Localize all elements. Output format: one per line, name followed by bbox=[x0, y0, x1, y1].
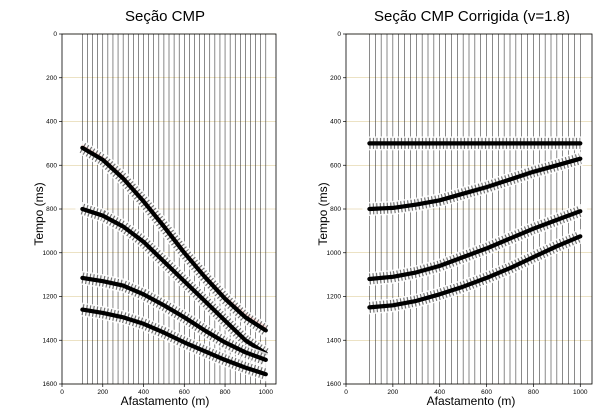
x-tick-label: 200 bbox=[387, 389, 398, 396]
y-tick-label: 1200 bbox=[327, 294, 342, 301]
x-tick-label: 600 bbox=[481, 389, 492, 396]
y-tick-label: 400 bbox=[330, 119, 341, 126]
y-tick-label: 600 bbox=[330, 162, 341, 169]
panel-cmp-events bbox=[75, 140, 273, 382]
y-tick-label: 1200 bbox=[43, 294, 58, 301]
panel-cmp-xlabel: Afastamento (m) bbox=[121, 394, 210, 408]
y-tick-label: 0 bbox=[337, 31, 341, 38]
event-curve bbox=[367, 156, 583, 212]
y-tick-label: 400 bbox=[46, 119, 57, 126]
event-curve bbox=[367, 234, 583, 310]
y-tick-label: 800 bbox=[46, 206, 57, 213]
event-curve bbox=[80, 206, 268, 356]
event-curve bbox=[367, 209, 583, 282]
panel-nmo: Seção CMP Corrigida (v=1.8) Afastamento … bbox=[316, 8, 593, 408]
x-tick-label: 0 bbox=[60, 389, 64, 396]
x-tick-label: 1000 bbox=[259, 389, 274, 396]
panel-nmo-xlabel: Afastamento (m) bbox=[427, 394, 516, 408]
y-tick-label: 1400 bbox=[327, 337, 342, 344]
y-tick-label: 1600 bbox=[43, 381, 58, 388]
event-curve bbox=[80, 307, 268, 377]
x-tick-label: 200 bbox=[97, 389, 108, 396]
panel-nmo-ylabel: Tempo (ms) bbox=[316, 182, 330, 245]
event-curve bbox=[80, 145, 268, 333]
x-tick-label: 600 bbox=[179, 389, 190, 396]
panel-nmo-title: Seção CMP Corrigida (v=1.8) bbox=[374, 8, 570, 25]
x-tick-label: 800 bbox=[220, 389, 231, 396]
y-tick-label: 1000 bbox=[327, 250, 342, 257]
x-tick-label: 400 bbox=[138, 389, 149, 396]
panel-cmp-title: Seção CMP bbox=[125, 8, 205, 25]
panel-nmo-events bbox=[362, 136, 588, 315]
y-tick-label: 1600 bbox=[327, 381, 342, 388]
event-curve bbox=[80, 275, 268, 362]
y-tick-label: 600 bbox=[46, 162, 57, 169]
y-tick-label: 1400 bbox=[43, 337, 58, 344]
y-tick-label: 800 bbox=[330, 206, 341, 213]
panel-cmp-ylabel: Tempo (ms) bbox=[32, 182, 46, 245]
x-tick-label: 1000 bbox=[573, 389, 588, 396]
y-tick-label: 200 bbox=[330, 75, 341, 82]
x-tick-label: 800 bbox=[528, 389, 539, 396]
y-tick-label: 0 bbox=[53, 31, 57, 38]
panel-cmp: Seção CMP Afastamento (m) Tempo (ms) 0 20… bbox=[32, 8, 277, 408]
y-tick-label: 1000 bbox=[43, 250, 58, 257]
x-tick-label: 400 bbox=[434, 389, 445, 396]
y-tick-label: 200 bbox=[46, 75, 57, 82]
x-tick-label: 0 bbox=[344, 389, 348, 396]
